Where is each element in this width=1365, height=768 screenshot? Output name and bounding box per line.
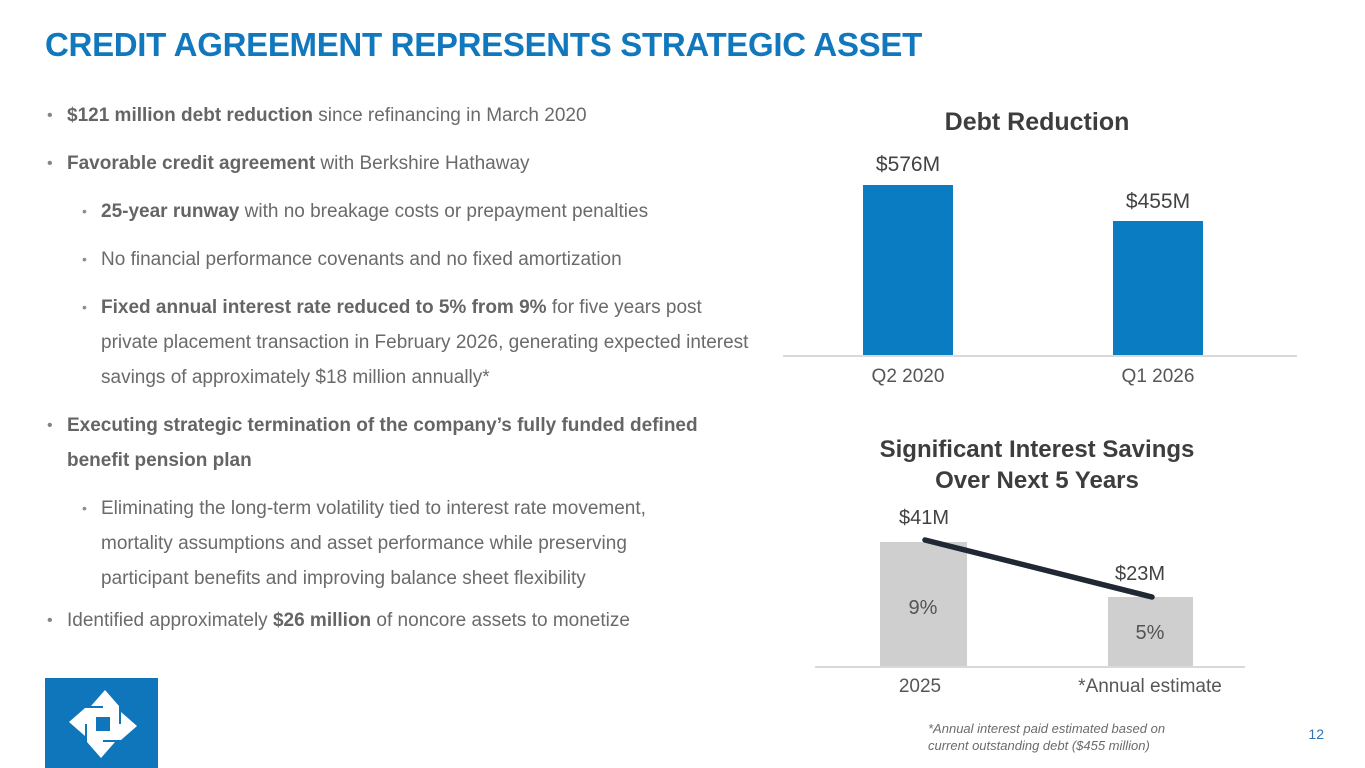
x-axis-line [783, 355, 1297, 357]
debt-reduction-chart-plot [780, 185, 1300, 356]
bullet-credit-agreement: Favorable credit agreement with Berkshir… [45, 146, 755, 181]
interest-savings-chart-title: Significant Interest Savings Over Next 5… [837, 434, 1237, 496]
bullet-text: Identified approximately [67, 610, 273, 631]
interest-savings-chart-plot [780, 542, 1300, 667]
page-number: 12 [1308, 726, 1324, 742]
chart-footnote: *Annual interest paid estimated based on… [928, 721, 1166, 753]
bar-value-label: $576M [875, 153, 941, 176]
bullet-volatility: Eliminating the long-term volatility tie… [45, 491, 705, 596]
bar-value-label: $41M [898, 507, 950, 529]
bullet-text: with no breakage costs or prepayment pen… [239, 201, 649, 222]
bullet-text-bold: Favorable credit agreement [67, 153, 316, 174]
bullet-noncore-assets: Identified approximately $26 million of … [45, 603, 755, 638]
chart-title-line1: Significant Interest Savings [879, 436, 1195, 463]
rate-annotation: 9% [908, 597, 938, 619]
x-axis-line [815, 666, 1245, 668]
bar-value-label: $23M [1114, 563, 1166, 585]
bullet-text-bold: Executing strategic termination of the c… [67, 415, 698, 471]
bullet-text: for five years post private placement tr… [101, 297, 749, 388]
slide-title: CREDIT AGREEMENT REPRESENTS STRATEGIC AS… [45, 26, 922, 63]
bar-q1-2026 [1113, 221, 1203, 356]
bar-annual-estimate [1108, 597, 1193, 667]
pinwheel-logo-icon [45, 678, 158, 768]
bar-2025 [880, 542, 967, 667]
bullet-debt-reduction: $121 million debt reduction since refina… [45, 98, 755, 133]
category-label: *Annual estimate [1078, 676, 1222, 697]
bullet-text: No financial performance covenants and n… [101, 249, 622, 270]
bullet-pension-termination: Executing strategic termination of the c… [45, 408, 755, 478]
bullet-interest-rate: Fixed annual interest rate reduced to 5%… [45, 290, 749, 395]
bullet-text-bold: 25-year runway [101, 201, 240, 222]
bullet-covenants: No financial performance covenants and n… [45, 242, 749, 277]
category-label: Q1 2026 [1121, 366, 1195, 387]
company-logo [45, 678, 158, 768]
bullet-text: since refinancing in March 2020 [313, 105, 587, 126]
chart-title-line2: Over Next 5 Years [935, 467, 1139, 494]
rate-annotation: 5% [1135, 622, 1165, 644]
bullet-text-bold: $121 million debt reduction [67, 105, 313, 126]
debt-reduction-chart-title: Debt Reduction [944, 108, 1130, 136]
bullet-text: with Berkshire Hathaway [315, 153, 530, 174]
trend-line [922, 537, 1155, 600]
bullet-text: of noncore assets to monetize [371, 610, 630, 631]
bullet-text-bold: Fixed annual interest rate reduced to 5%… [101, 297, 547, 318]
bullet-text: Eliminating the long-term volatility tie… [101, 498, 646, 589]
bullet-list: $121 million debt reduction since refina… [45, 98, 755, 651]
category-label: Q2 2020 [871, 366, 945, 387]
bullet-runway: 25-year runway with no breakage costs or… [45, 194, 749, 229]
category-label: 2025 [898, 676, 942, 697]
bar-value-label: $455M [1125, 190, 1191, 213]
bullet-text-bold: $26 million [272, 610, 372, 631]
bar-q2-2020 [863, 185, 953, 356]
